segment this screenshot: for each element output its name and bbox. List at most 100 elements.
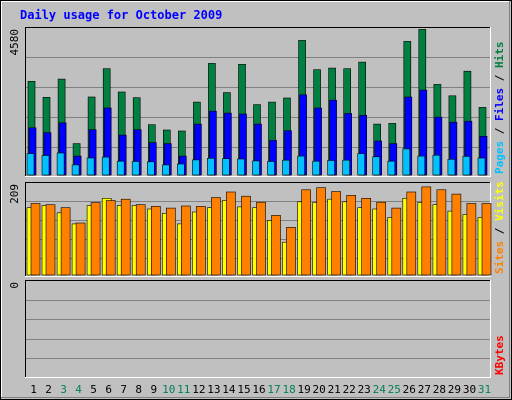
day-label-27: 27 bbox=[418, 383, 431, 396]
panel-visits-max-label: 209 bbox=[8, 184, 21, 204]
bar-hits-pages-day-24 bbox=[372, 156, 381, 176]
bar-hits-pages-day-23 bbox=[357, 153, 366, 176]
bar-visits-sites-day-15 bbox=[241, 195, 251, 276]
day-label-2: 2 bbox=[45, 383, 52, 396]
panel-visits: 209 Sites / Visits bbox=[8, 181, 506, 277]
bar-hits-pages-day-13 bbox=[207, 158, 215, 176]
bar-hits-pages-day-20 bbox=[312, 160, 320, 176]
bar-hits-pages-day-12 bbox=[192, 159, 200, 176]
day-label-8: 8 bbox=[135, 383, 142, 396]
bar-hits-pages-day-17 bbox=[267, 161, 275, 176]
day-label-21: 21 bbox=[328, 383, 341, 396]
chart-title: Daily usage for October 2009 bbox=[20, 8, 222, 22]
bar-visits-sites-day-8 bbox=[135, 204, 146, 276]
bar-hits-pages-day-18 bbox=[282, 159, 290, 176]
bar-visits-sites-day-20 bbox=[316, 187, 326, 276]
bar-visits-sites-day-21 bbox=[331, 191, 341, 276]
bar-visits-sites-day-28 bbox=[436, 189, 447, 276]
bar-visits-sites-day-27 bbox=[421, 186, 432, 276]
day-label-25: 25 bbox=[388, 383, 401, 396]
bar-hits-pages-day-25 bbox=[387, 160, 396, 176]
bar-visits-sites-day-30 bbox=[466, 203, 477, 276]
bar-visits-sites-day-2 bbox=[45, 204, 56, 276]
bar-visits-sites-day-23 bbox=[361, 198, 372, 276]
bar-hits-pages-day-9 bbox=[147, 161, 155, 176]
panel-kbytes: 0 KBytes bbox=[8, 280, 506, 378]
bar-visits-sites-day-13 bbox=[211, 197, 221, 276]
chart-panels: 4580 Pages / Files / Hits 209 Sites / Visit… bbox=[8, 27, 506, 378]
bar-hits-pages-day-2 bbox=[41, 155, 50, 176]
day-label-20: 20 bbox=[312, 383, 325, 396]
day-label-5: 5 bbox=[90, 383, 97, 396]
bar-hits-pages-day-30 bbox=[462, 156, 471, 176]
day-label-3: 3 bbox=[60, 383, 67, 396]
panel-hits-axis-label-part: / bbox=[493, 121, 506, 141]
bar-visits-sites-day-12 bbox=[196, 206, 206, 276]
bar-visits-sites-day-24 bbox=[376, 201, 387, 276]
bar-hits-pages-day-5 bbox=[86, 157, 95, 176]
bar-visits-sites-day-14 bbox=[226, 191, 236, 276]
bar-visits-sites-day-29 bbox=[451, 193, 462, 276]
bar-visits-sites-day-4 bbox=[75, 222, 86, 276]
day-label-30: 30 bbox=[463, 383, 476, 396]
day-label-11: 11 bbox=[177, 383, 190, 396]
day-label-22: 22 bbox=[343, 383, 356, 396]
bar-hits-pages-day-7 bbox=[116, 160, 125, 176]
bar-visits-sites-day-25 bbox=[391, 207, 402, 276]
bar-visits-sites-day-3 bbox=[60, 207, 71, 276]
day-label-6: 6 bbox=[105, 383, 112, 396]
day-label-18: 18 bbox=[282, 383, 295, 396]
day-label-15: 15 bbox=[237, 383, 250, 396]
bar-hits-pages-day-27 bbox=[417, 155, 426, 176]
day-label-19: 19 bbox=[297, 383, 310, 396]
bar-visits-sites-day-9 bbox=[151, 206, 161, 276]
bar-hits-pages-day-19 bbox=[297, 155, 305, 176]
panel-hits-axis-label-part: Hits bbox=[493, 42, 506, 69]
bar-hits-pages-day-31 bbox=[477, 157, 486, 176]
bar-hits-pages-day-1 bbox=[26, 153, 35, 176]
day-label-29: 29 bbox=[448, 383, 461, 396]
bar-visits-sites-day-5 bbox=[90, 202, 101, 276]
panel-hits-axis-label-part: Files bbox=[493, 88, 506, 121]
bar-visits-sites-day-22 bbox=[346, 195, 357, 276]
panel-kbytes-max-label: 0 bbox=[8, 282, 21, 289]
bar-hits-pages-day-6 bbox=[101, 156, 110, 176]
bar-hits-pages-day-29 bbox=[447, 159, 456, 176]
bar-visits-sites-day-19 bbox=[301, 189, 311, 276]
bar-hits-pages-day-10 bbox=[162, 164, 170, 176]
bar-visits-sites-day-7 bbox=[120, 198, 131, 276]
day-label-28: 28 bbox=[433, 383, 446, 396]
bar-hits-pages-day-26 bbox=[402, 148, 411, 176]
panel-visits-axis-label-part: Sites bbox=[493, 241, 506, 274]
day-label-4: 4 bbox=[75, 383, 82, 396]
day-label-10: 10 bbox=[162, 383, 175, 396]
bar-visits-sites-day-18 bbox=[286, 227, 296, 276]
bar-visits-sites-day-6 bbox=[105, 200, 116, 276]
bar-visits-sites-day-31 bbox=[481, 203, 492, 276]
panel-hits-max-label: 4580 bbox=[8, 29, 21, 56]
panel-visits-axis-label-part: Visits bbox=[493, 181, 506, 221]
panel-visits-axis-label-part: / bbox=[493, 221, 506, 241]
bar-visits-sites-day-16 bbox=[256, 201, 266, 276]
bar-visits-sites-day-26 bbox=[406, 191, 417, 276]
bar-visits-sites-day-1 bbox=[30, 203, 41, 276]
day-label-1: 1 bbox=[30, 383, 37, 396]
day-label-12: 12 bbox=[192, 383, 205, 396]
bar-hits-pages-day-11 bbox=[177, 163, 185, 176]
panel-hits: 4580 Pages / Files / Hits bbox=[8, 27, 506, 177]
bar-hits-pages-day-16 bbox=[252, 160, 260, 176]
bar-visits-sites-day-11 bbox=[181, 205, 191, 276]
panel-kbytes-axis-label: KBytes bbox=[493, 335, 506, 375]
day-label-26: 26 bbox=[403, 383, 416, 396]
bar-hits-pages-day-22 bbox=[342, 159, 351, 176]
panel-kbytes-axis-label-part: KBytes bbox=[493, 335, 506, 375]
bar-hits-pages-day-14 bbox=[222, 158, 230, 176]
bar-visits-sites-day-10 bbox=[166, 207, 176, 276]
panel-hits-axis-label: Pages / Files / Hits bbox=[493, 42, 506, 175]
bar-hits-pages-day-21 bbox=[327, 160, 335, 176]
bar-hits-pages-day-3 bbox=[56, 152, 65, 176]
day-label-23: 23 bbox=[358, 383, 371, 396]
panel-hits-axis-label-part: / bbox=[493, 68, 506, 88]
day-labels: 1 2 3 4 5 6 7 8 9 10 11 12 13 14 15 16 17 18 19 20 21 22 23 24 2… bbox=[30, 383, 491, 396]
